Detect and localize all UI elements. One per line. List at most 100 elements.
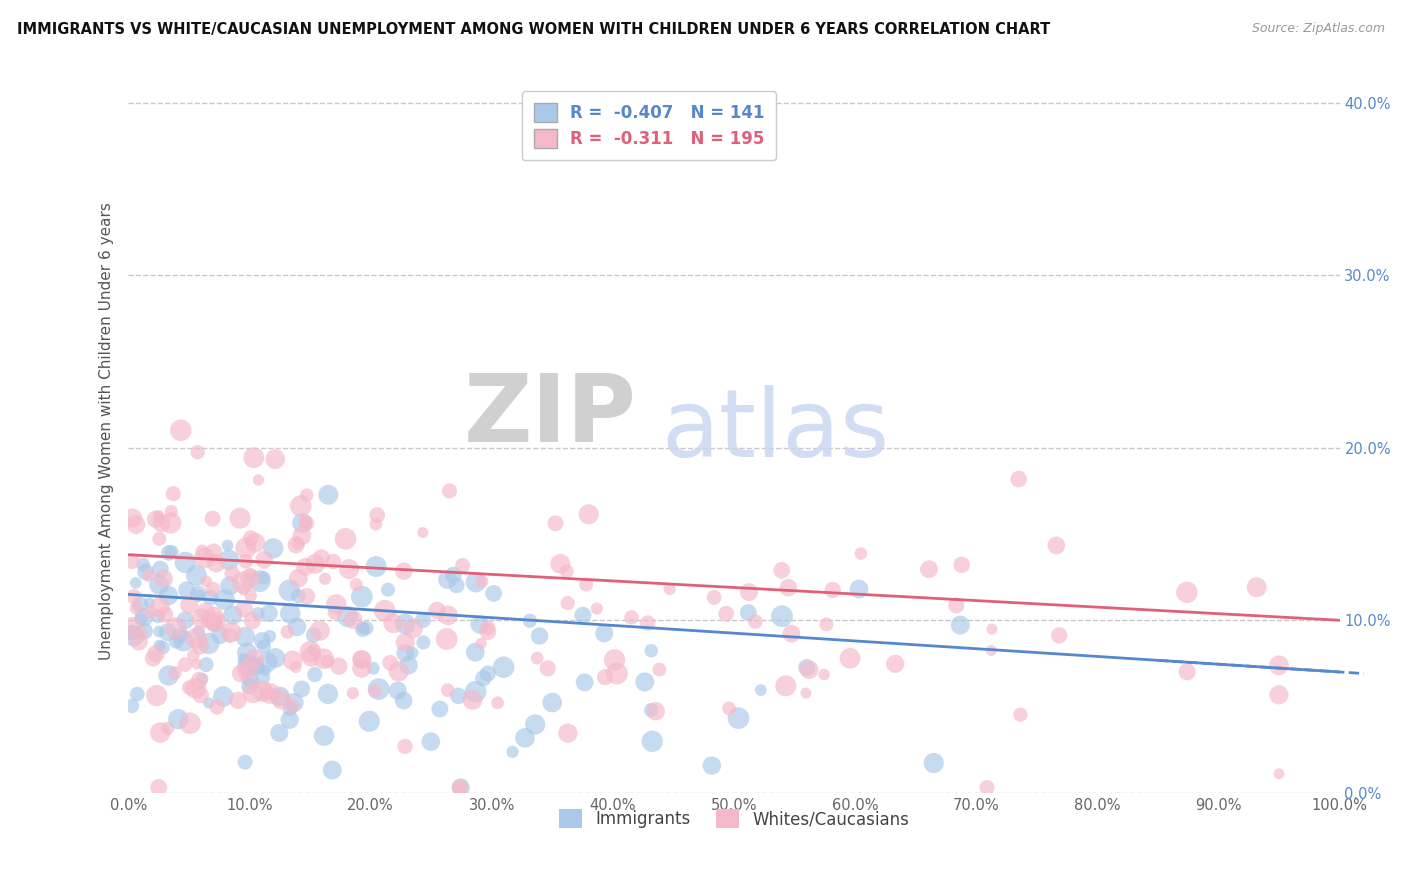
Point bbox=[394, 617, 416, 632]
Point bbox=[468, 617, 491, 632]
Point bbox=[125, 517, 148, 532]
Point bbox=[148, 639, 170, 653]
Point bbox=[188, 639, 211, 653]
Point bbox=[302, 643, 325, 657]
Point bbox=[269, 726, 291, 740]
Point bbox=[337, 562, 360, 576]
Point bbox=[284, 660, 307, 674]
Point bbox=[246, 607, 269, 621]
Point bbox=[183, 648, 205, 663]
Point bbox=[138, 568, 160, 582]
Point bbox=[640, 703, 662, 717]
Point bbox=[235, 541, 257, 555]
Point bbox=[429, 702, 451, 716]
Point bbox=[374, 604, 396, 618]
Point bbox=[190, 688, 212, 702]
Point bbox=[165, 634, 187, 648]
Point bbox=[312, 729, 335, 743]
Point bbox=[572, 608, 595, 623]
Point bbox=[436, 632, 458, 646]
Point bbox=[799, 663, 821, 677]
Point bbox=[221, 566, 243, 581]
Text: IMMIGRANTS VS WHITE/CAUCASIAN UNEMPLOYMENT AMONG WOMEN WITH CHILDREN UNDER 6 YEA: IMMIGRANTS VS WHITE/CAUCASIAN UNEMPLOYME… bbox=[17, 22, 1050, 37]
Point bbox=[402, 621, 425, 635]
Point bbox=[295, 488, 318, 502]
Y-axis label: Unemployment Among Women with Children Under 6 years: Unemployment Among Women with Children U… bbox=[100, 202, 114, 659]
Point bbox=[217, 538, 239, 552]
Point bbox=[586, 601, 609, 615]
Point bbox=[186, 657, 208, 671]
Point bbox=[976, 780, 998, 795]
Point bbox=[398, 658, 420, 673]
Point bbox=[658, 582, 681, 596]
Point bbox=[537, 661, 560, 675]
Point bbox=[236, 658, 259, 673]
Point bbox=[350, 661, 373, 675]
Point bbox=[394, 739, 416, 754]
Point bbox=[291, 529, 314, 543]
Point bbox=[945, 599, 967, 613]
Point bbox=[205, 614, 228, 628]
Point bbox=[471, 574, 494, 589]
Point bbox=[139, 605, 162, 619]
Text: ZIP: ZIP bbox=[464, 370, 637, 462]
Point bbox=[387, 683, 409, 698]
Point bbox=[1010, 707, 1032, 722]
Point bbox=[252, 671, 274, 685]
Point bbox=[233, 601, 256, 615]
Point bbox=[156, 625, 179, 640]
Point bbox=[1008, 472, 1031, 486]
Point bbox=[620, 610, 643, 624]
Point bbox=[744, 615, 766, 629]
Point bbox=[201, 582, 224, 597]
Point bbox=[821, 582, 844, 597]
Point bbox=[382, 616, 405, 631]
Point bbox=[226, 693, 249, 707]
Point bbox=[519, 614, 541, 628]
Point bbox=[239, 531, 262, 545]
Legend: Immigrants, Whites/Caucasians: Immigrants, Whites/Caucasians bbox=[553, 803, 915, 835]
Point bbox=[314, 572, 336, 586]
Point bbox=[775, 679, 797, 693]
Point bbox=[240, 614, 263, 628]
Point bbox=[778, 581, 800, 595]
Point bbox=[446, 578, 468, 592]
Point bbox=[295, 589, 318, 603]
Point bbox=[134, 624, 156, 639]
Point bbox=[794, 686, 817, 700]
Point bbox=[278, 702, 301, 716]
Point bbox=[461, 693, 484, 707]
Point bbox=[648, 663, 671, 677]
Point bbox=[129, 613, 152, 627]
Point bbox=[335, 532, 357, 546]
Point bbox=[922, 756, 945, 770]
Point bbox=[218, 579, 240, 593]
Point bbox=[152, 572, 174, 586]
Point bbox=[239, 571, 262, 585]
Point bbox=[336, 609, 359, 624]
Point bbox=[447, 689, 470, 703]
Point bbox=[436, 573, 458, 587]
Point bbox=[191, 544, 214, 558]
Point bbox=[235, 554, 257, 568]
Point bbox=[557, 596, 579, 610]
Point bbox=[361, 661, 384, 675]
Point bbox=[214, 592, 236, 607]
Point bbox=[1246, 580, 1268, 594]
Point bbox=[157, 546, 180, 560]
Point bbox=[278, 583, 301, 598]
Point bbox=[550, 557, 572, 571]
Point bbox=[350, 652, 373, 666]
Point bbox=[412, 635, 434, 649]
Point bbox=[278, 713, 301, 727]
Point bbox=[205, 556, 228, 570]
Point bbox=[281, 699, 304, 714]
Point bbox=[254, 664, 277, 678]
Point bbox=[477, 624, 499, 639]
Point bbox=[502, 745, 524, 759]
Point bbox=[557, 726, 579, 740]
Point bbox=[477, 666, 499, 681]
Point bbox=[441, 568, 464, 582]
Point bbox=[285, 620, 308, 634]
Point bbox=[1047, 628, 1070, 642]
